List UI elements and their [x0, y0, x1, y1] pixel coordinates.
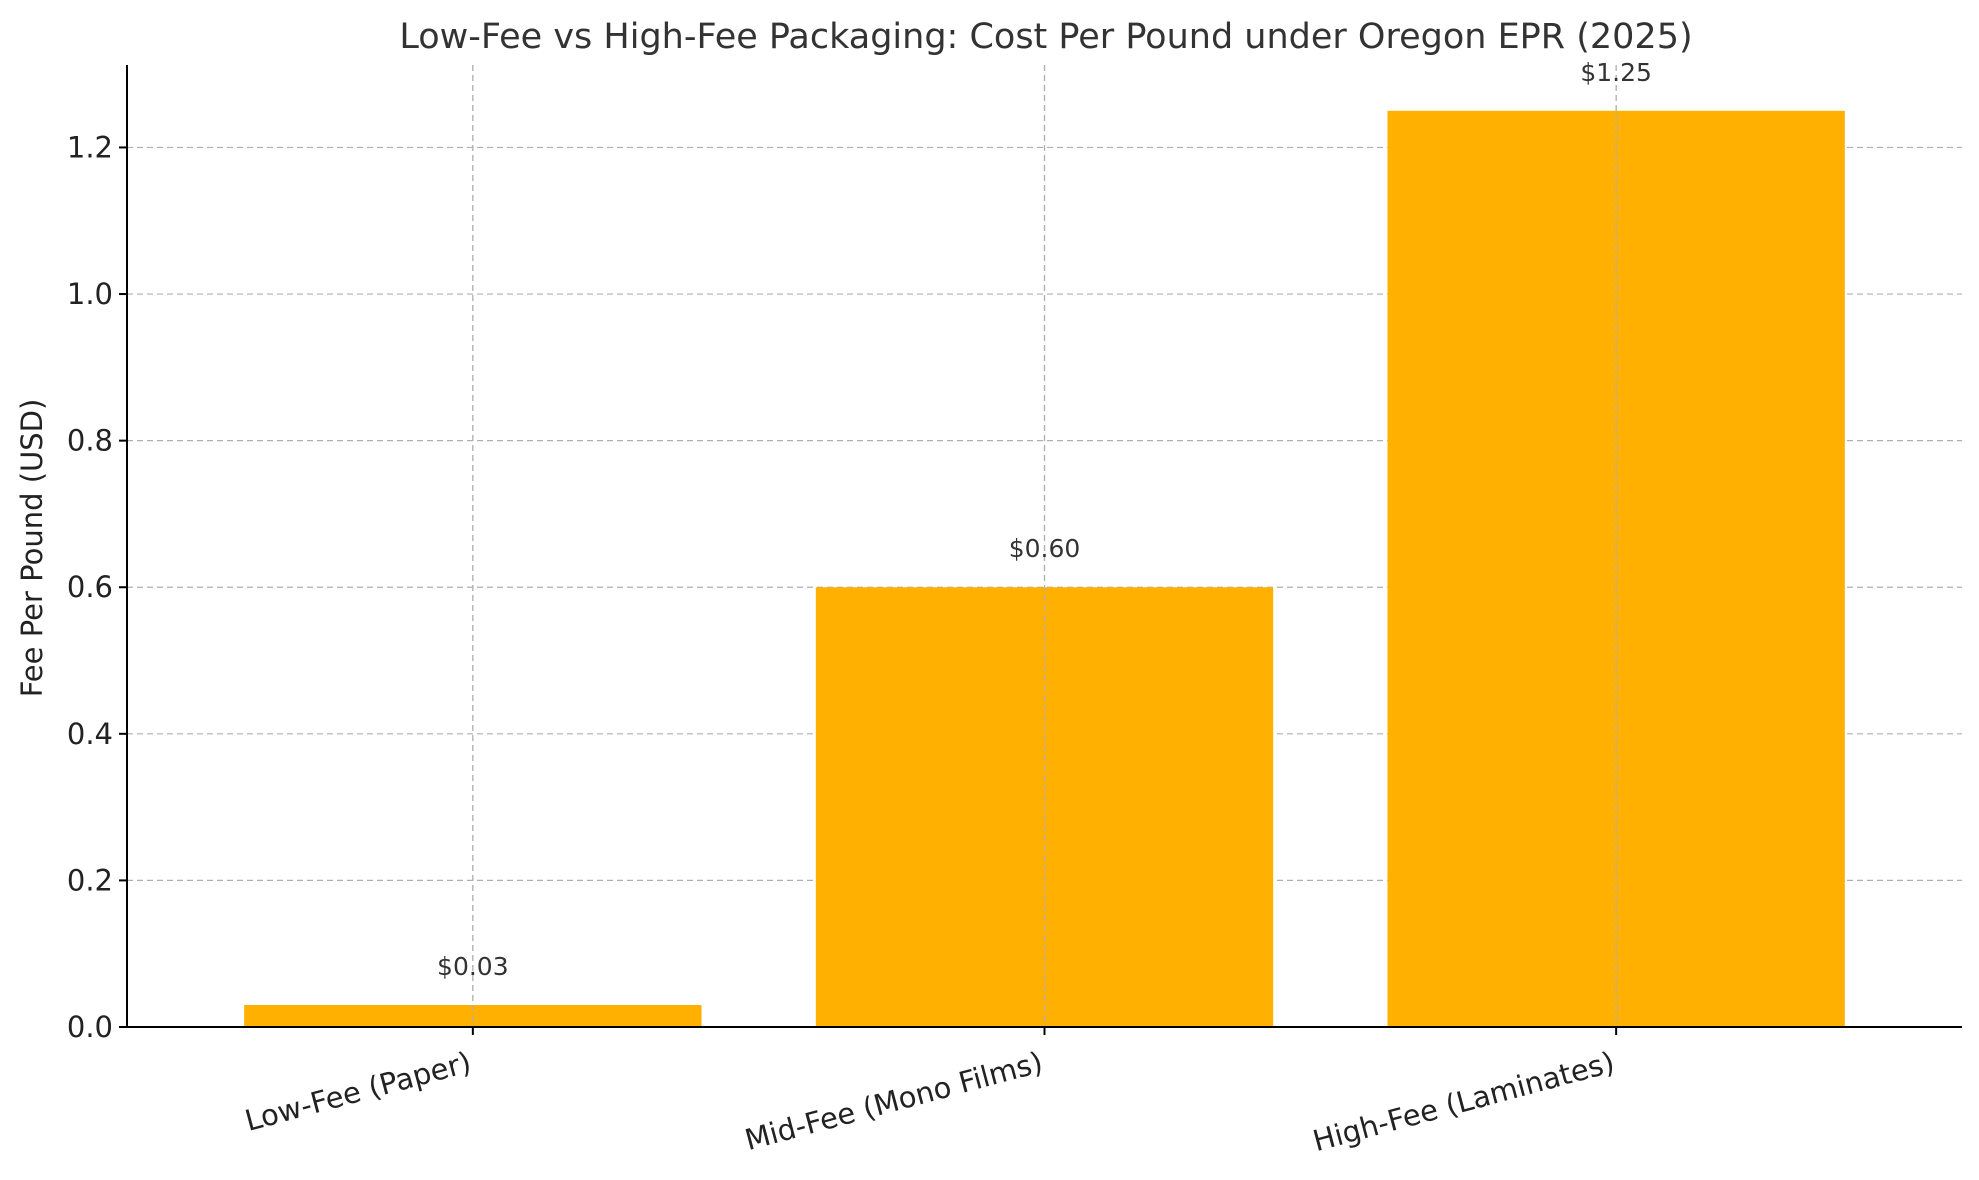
bars	[244, 65, 1845, 1028]
y-tick-label: 0.6	[67, 570, 113, 604]
x-axis-ticks: Low-Fee (Paper) Mid-Fee (Mono Films) High-…	[241, 1027, 1618, 1158]
x-tick-label: High-Fee (Laminates)	[1309, 1045, 1618, 1158]
bar-data-label: $1.25	[1580, 58, 1652, 87]
y-tick-label: 0.2	[67, 863, 113, 897]
bar-data-label: $0.60	[1009, 534, 1081, 563]
y-tick-label: 1.2	[67, 130, 113, 164]
y-tick-label: 1.0	[67, 277, 113, 311]
data-labels: $0.03 $0.60 $1.25	[437, 58, 1652, 981]
y-axis-ticks: 0.0 0.2 0.4 0.6 0.8 1.0 1.2	[67, 130, 127, 1044]
x-tick-label: Mid-Fee (Mono Films)	[741, 1045, 1046, 1157]
x-tick-label: Low-Fee (Paper)	[241, 1045, 474, 1138]
bar-data-label: $0.03	[437, 952, 509, 981]
y-tick-label: 0.4	[67, 717, 113, 751]
y-tick-label: 0.0	[67, 1010, 113, 1044]
y-axis-label: Fee Per Pound (USD)	[15, 399, 49, 698]
y-tick-label: 0.8	[67, 424, 113, 458]
chart-title: Low-Fee vs High-Fee Packaging: Cost Per …	[399, 17, 1692, 57]
